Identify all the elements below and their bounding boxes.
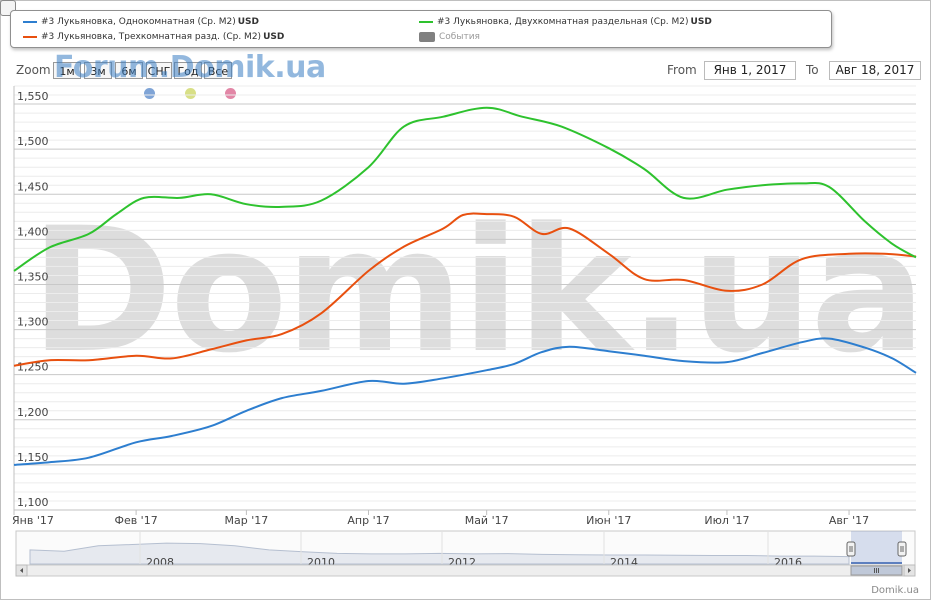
x-tick-label: Май '17 (465, 514, 509, 527)
y-tick-label: 1,400 (17, 225, 49, 238)
zoom-3m-button[interactable]: 3м (84, 62, 112, 79)
line-swatch-icon (419, 20, 433, 23)
zoom-1m-button[interactable]: 1м (53, 62, 81, 79)
y-tick-label: 1,100 (17, 496, 49, 509)
y-tick-label: 1,450 (17, 180, 49, 193)
series-one-room-line[interactable] (13, 337, 917, 466)
y-axis: 1,1001,1501,2001,2501,3001,3501,4001,450… (17, 90, 49, 509)
y-tick-label: 1,200 (17, 406, 49, 419)
legend: #3 Лукьяновка, Однокомнатная (Ср. М2) USD… (10, 10, 832, 48)
to-date-input[interactable]: Авг 18, 2017 (829, 61, 921, 80)
x-tick-label: Фев '17 (114, 514, 157, 527)
navigator-right-handle[interactable] (897, 541, 907, 557)
series (13, 106, 917, 466)
x-axis: Янв '17 Фев '17 Мар '17 Апр '17 Май '17 Июн '… (12, 510, 869, 527)
y-tick-label: 1,550 (17, 90, 49, 103)
y-tick-label: 1,500 (17, 135, 49, 148)
y-tick-label: 1,150 (17, 451, 49, 464)
box-swatch-icon (419, 31, 435, 42)
from-date-input[interactable]: Янв 1, 2017 (704, 61, 796, 80)
x-tick-label: Июл '17 (704, 514, 749, 527)
navigator[interactable]: 2008 2010 2012 2014 2016 (15, 530, 916, 577)
navigator-left-handle[interactable] (846, 541, 856, 557)
zoom-year-button[interactable]: Год (174, 62, 202, 79)
series-three-room-line[interactable] (13, 212, 917, 367)
grid (13, 85, 916, 511)
x-tick-label: Мар '17 (225, 514, 269, 527)
legend-item-three-room[interactable]: #3 Лукьяновка, Трехкомнатная разд. (Ср. … (23, 31, 284, 43)
zoom-ytd-button[interactable]: СНГ (146, 62, 172, 79)
event-marker-yellow[interactable] (185, 88, 196, 99)
legend-item-one-room[interactable]: #3 Лукьяновка, Однокомнатная (Ср. М2) USD (23, 16, 259, 28)
navigator-selection[interactable] (851, 531, 902, 564)
y-tick-label: 1,300 (17, 316, 49, 329)
arrow-left-icon (20, 568, 23, 573)
x-tick-label: Апр '17 (347, 514, 389, 527)
x-tick-label: Авг '17 (829, 514, 869, 527)
zoom-label: Zoom (16, 63, 51, 77)
zoom-6m-button[interactable]: 6м (115, 62, 143, 79)
x-tick-label: Янв '17 (12, 514, 54, 527)
line-swatch-icon (23, 20, 37, 23)
legend-item-two-room[interactable]: #3 Лукьяновка, Двухкомнатная раздельная … (419, 16, 712, 28)
to-label: To (806, 63, 819, 77)
line-swatch-icon (23, 35, 37, 38)
credit-link[interactable]: Domik.ua (871, 585, 919, 596)
scrollbar-track[interactable] (15, 564, 916, 577)
navigator-overview (29, 542, 850, 565)
legend-item-events[interactable]: События (419, 31, 480, 43)
event-marker-pink[interactable] (225, 88, 236, 99)
event-marker-blue[interactable] (144, 88, 155, 99)
zoom-all-button[interactable]: Все (204, 62, 232, 79)
forum-watermark: Forum.Domik.ua (54, 50, 326, 85)
y-tick-label: 1,350 (17, 270, 49, 283)
series-two-room-line[interactable] (13, 106, 917, 272)
from-label: From (667, 63, 697, 77)
arrow-right-icon (908, 568, 911, 573)
x-tick-label: Июн '17 (586, 514, 631, 527)
